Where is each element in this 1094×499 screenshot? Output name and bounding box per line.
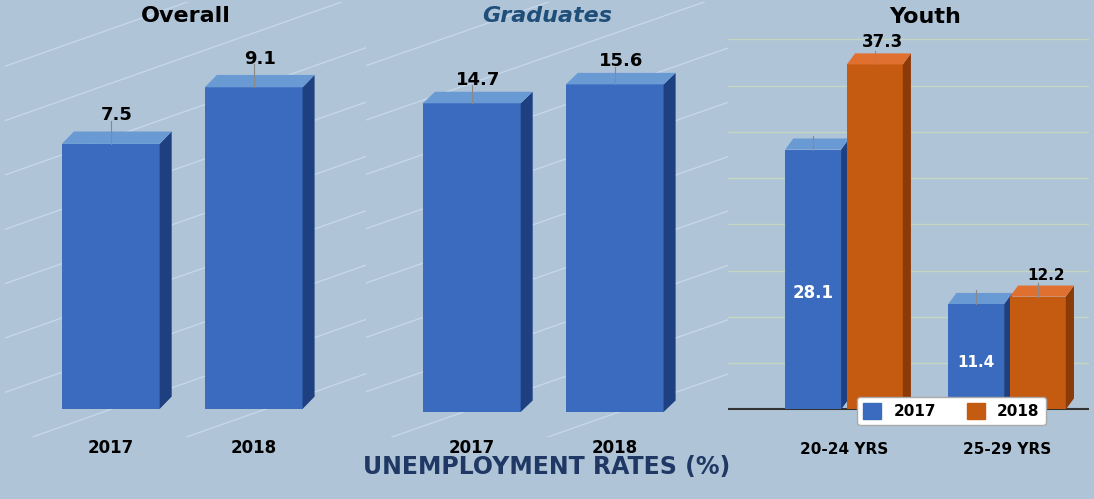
Polygon shape (785, 150, 841, 410)
Polygon shape (785, 138, 849, 150)
Text: UNEMPLOYMENT RATES (%): UNEMPLOYMENT RATES (%) (363, 455, 731, 479)
Polygon shape (160, 132, 172, 409)
Text: 7.5: 7.5 (101, 106, 132, 124)
Polygon shape (841, 138, 849, 410)
Polygon shape (1010, 296, 1066, 410)
Text: 9.1: 9.1 (244, 50, 276, 68)
Text: 37.3: 37.3 (862, 32, 904, 50)
Polygon shape (303, 75, 315, 409)
Text: 12.2: 12.2 (1027, 268, 1064, 283)
Text: Youth: Youth (889, 7, 962, 27)
Polygon shape (903, 53, 911, 410)
Text: Graduates: Graduates (482, 5, 612, 25)
Text: 2017: 2017 (88, 439, 133, 457)
Text: Overall: Overall (141, 6, 231, 26)
Polygon shape (423, 92, 533, 103)
Polygon shape (948, 304, 1004, 410)
Polygon shape (1004, 293, 1012, 410)
Text: 15.6: 15.6 (598, 52, 643, 70)
Text: 11.4: 11.4 (957, 354, 994, 370)
Polygon shape (1010, 285, 1074, 296)
Legend: 2017, 2018: 2017, 2018 (857, 397, 1046, 425)
Text: 2018: 2018 (592, 439, 638, 457)
Polygon shape (847, 53, 911, 64)
Text: 20-24 YRS: 20-24 YRS (800, 442, 888, 457)
Polygon shape (62, 144, 160, 409)
Polygon shape (62, 132, 172, 144)
Polygon shape (1066, 285, 1074, 410)
Text: 28.1: 28.1 (793, 283, 834, 301)
Text: 2017: 2017 (449, 439, 494, 457)
Polygon shape (423, 103, 521, 412)
Polygon shape (205, 75, 315, 87)
Polygon shape (948, 293, 1012, 304)
Text: 25-29 YRS: 25-29 YRS (963, 442, 1051, 457)
Text: 2018: 2018 (231, 439, 277, 457)
Polygon shape (566, 73, 676, 84)
Polygon shape (205, 87, 303, 409)
Polygon shape (521, 92, 533, 412)
Polygon shape (566, 84, 664, 412)
Polygon shape (847, 64, 903, 410)
Polygon shape (664, 73, 676, 412)
Text: 14.7: 14.7 (455, 70, 500, 89)
